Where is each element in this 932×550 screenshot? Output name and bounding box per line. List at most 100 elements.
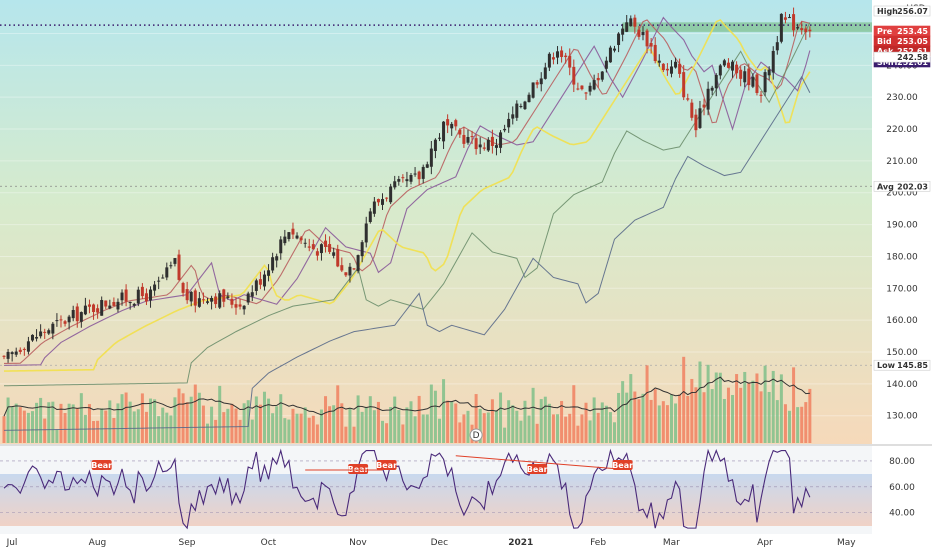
- volume-bar: [674, 403, 678, 443]
- volume-bar: [466, 410, 470, 443]
- volume-bar: [210, 406, 214, 443]
- volume-bar: [173, 397, 177, 443]
- volume-bar: [694, 387, 698, 443]
- candle: [458, 128, 462, 138]
- candle: [694, 109, 698, 138]
- volume-bar: [446, 400, 450, 443]
- volume-bar: [547, 403, 551, 443]
- candle: [372, 197, 376, 217]
- candle: [535, 79, 539, 89]
- volume-bar: [751, 380, 755, 443]
- volume-bar: [641, 393, 645, 443]
- price-tag-label: Bid: [877, 37, 892, 46]
- volume-bar: [169, 415, 173, 443]
- price-tag-label: High: [877, 7, 898, 16]
- volume-bar: [10, 406, 14, 443]
- volume-bar: [340, 403, 344, 443]
- candle: [22, 347, 26, 356]
- candle: [385, 197, 389, 202]
- volume-bar: [735, 374, 739, 443]
- volume-bar: [739, 387, 743, 443]
- volume-bar: [405, 407, 409, 443]
- candle: [291, 222, 295, 240]
- candle: [30, 334, 34, 342]
- price-axis-label: 230.00: [886, 93, 918, 103]
- volume-bar: [731, 394, 735, 443]
- time-axis-label: Feb: [590, 538, 606, 548]
- candle: [523, 100, 527, 111]
- volume-bar: [494, 410, 498, 443]
- bear-label: Bear: [376, 460, 397, 470]
- candle: [18, 347, 22, 355]
- dividend-marker[interactable]: [469, 428, 483, 442]
- volume-bar: [136, 409, 140, 443]
- volume-bar: [543, 396, 547, 443]
- volume-bar: [669, 394, 673, 443]
- volume-bar: [661, 401, 665, 443]
- volume-bar: [747, 382, 751, 443]
- volume-bar: [478, 408, 482, 443]
- volume-bar: [22, 410, 26, 443]
- time-axis-label: Jul: [6, 538, 18, 548]
- candle: [104, 300, 108, 309]
- candle: [75, 303, 79, 328]
- volume-bar: [271, 413, 275, 443]
- volume-bar: [238, 419, 242, 443]
- volume-bar: [450, 401, 454, 443]
- volume-bar: [291, 408, 295, 443]
- volume-bar: [149, 398, 153, 443]
- candle: [486, 137, 490, 153]
- candle: [596, 73, 600, 88]
- candle: [800, 21, 804, 35]
- candle: [747, 63, 751, 91]
- volume-bar: [104, 410, 108, 443]
- candle: [625, 14, 629, 33]
- volume-bar: [800, 406, 804, 443]
- price-tag: High 256.07: [873, 5, 931, 17]
- volume-bar: [75, 408, 79, 443]
- volume-bar: [381, 420, 385, 443]
- volume-bar: [100, 408, 104, 443]
- volume-bar: [120, 394, 124, 443]
- volume-bar: [360, 411, 364, 443]
- candle: [515, 100, 519, 121]
- volume-bar: [71, 404, 75, 443]
- price-tag-value: 252.61: [897, 47, 928, 56]
- volume-bar: [539, 399, 543, 443]
- candle: [332, 247, 336, 259]
- candle: [328, 236, 332, 254]
- volume-bar: [87, 404, 91, 443]
- volume-bar: [267, 398, 271, 443]
- candle: [35, 329, 39, 342]
- candle: [462, 127, 466, 148]
- candle: [120, 289, 124, 306]
- candle: [409, 172, 413, 185]
- volume-bar: [763, 365, 767, 443]
- candle: [470, 130, 474, 145]
- candle: [344, 272, 348, 277]
- candle: [214, 293, 218, 309]
- price-axis-label: 190.00: [886, 221, 918, 231]
- candle: [796, 23, 800, 30]
- candle: [47, 328, 51, 336]
- candle: [254, 278, 258, 296]
- candle: [299, 235, 303, 244]
- volume-bar: [796, 407, 800, 443]
- volume-bar: [206, 423, 209, 443]
- volume-bar: [421, 414, 425, 443]
- price-tag-label: Low: [877, 361, 896, 370]
- candle: [238, 298, 242, 310]
- candle: [490, 129, 494, 154]
- candle: [271, 252, 275, 274]
- volume-bar: [783, 404, 787, 443]
- candle: [466, 129, 470, 145]
- price-axis-label: 160.00: [886, 316, 918, 326]
- candle: [92, 303, 96, 320]
- candle: [543, 62, 547, 80]
- volume-bar: [348, 408, 352, 443]
- candle: [43, 328, 47, 339]
- volume-bar: [767, 391, 771, 443]
- volume-bar: [474, 394, 478, 443]
- candle: [39, 324, 43, 339]
